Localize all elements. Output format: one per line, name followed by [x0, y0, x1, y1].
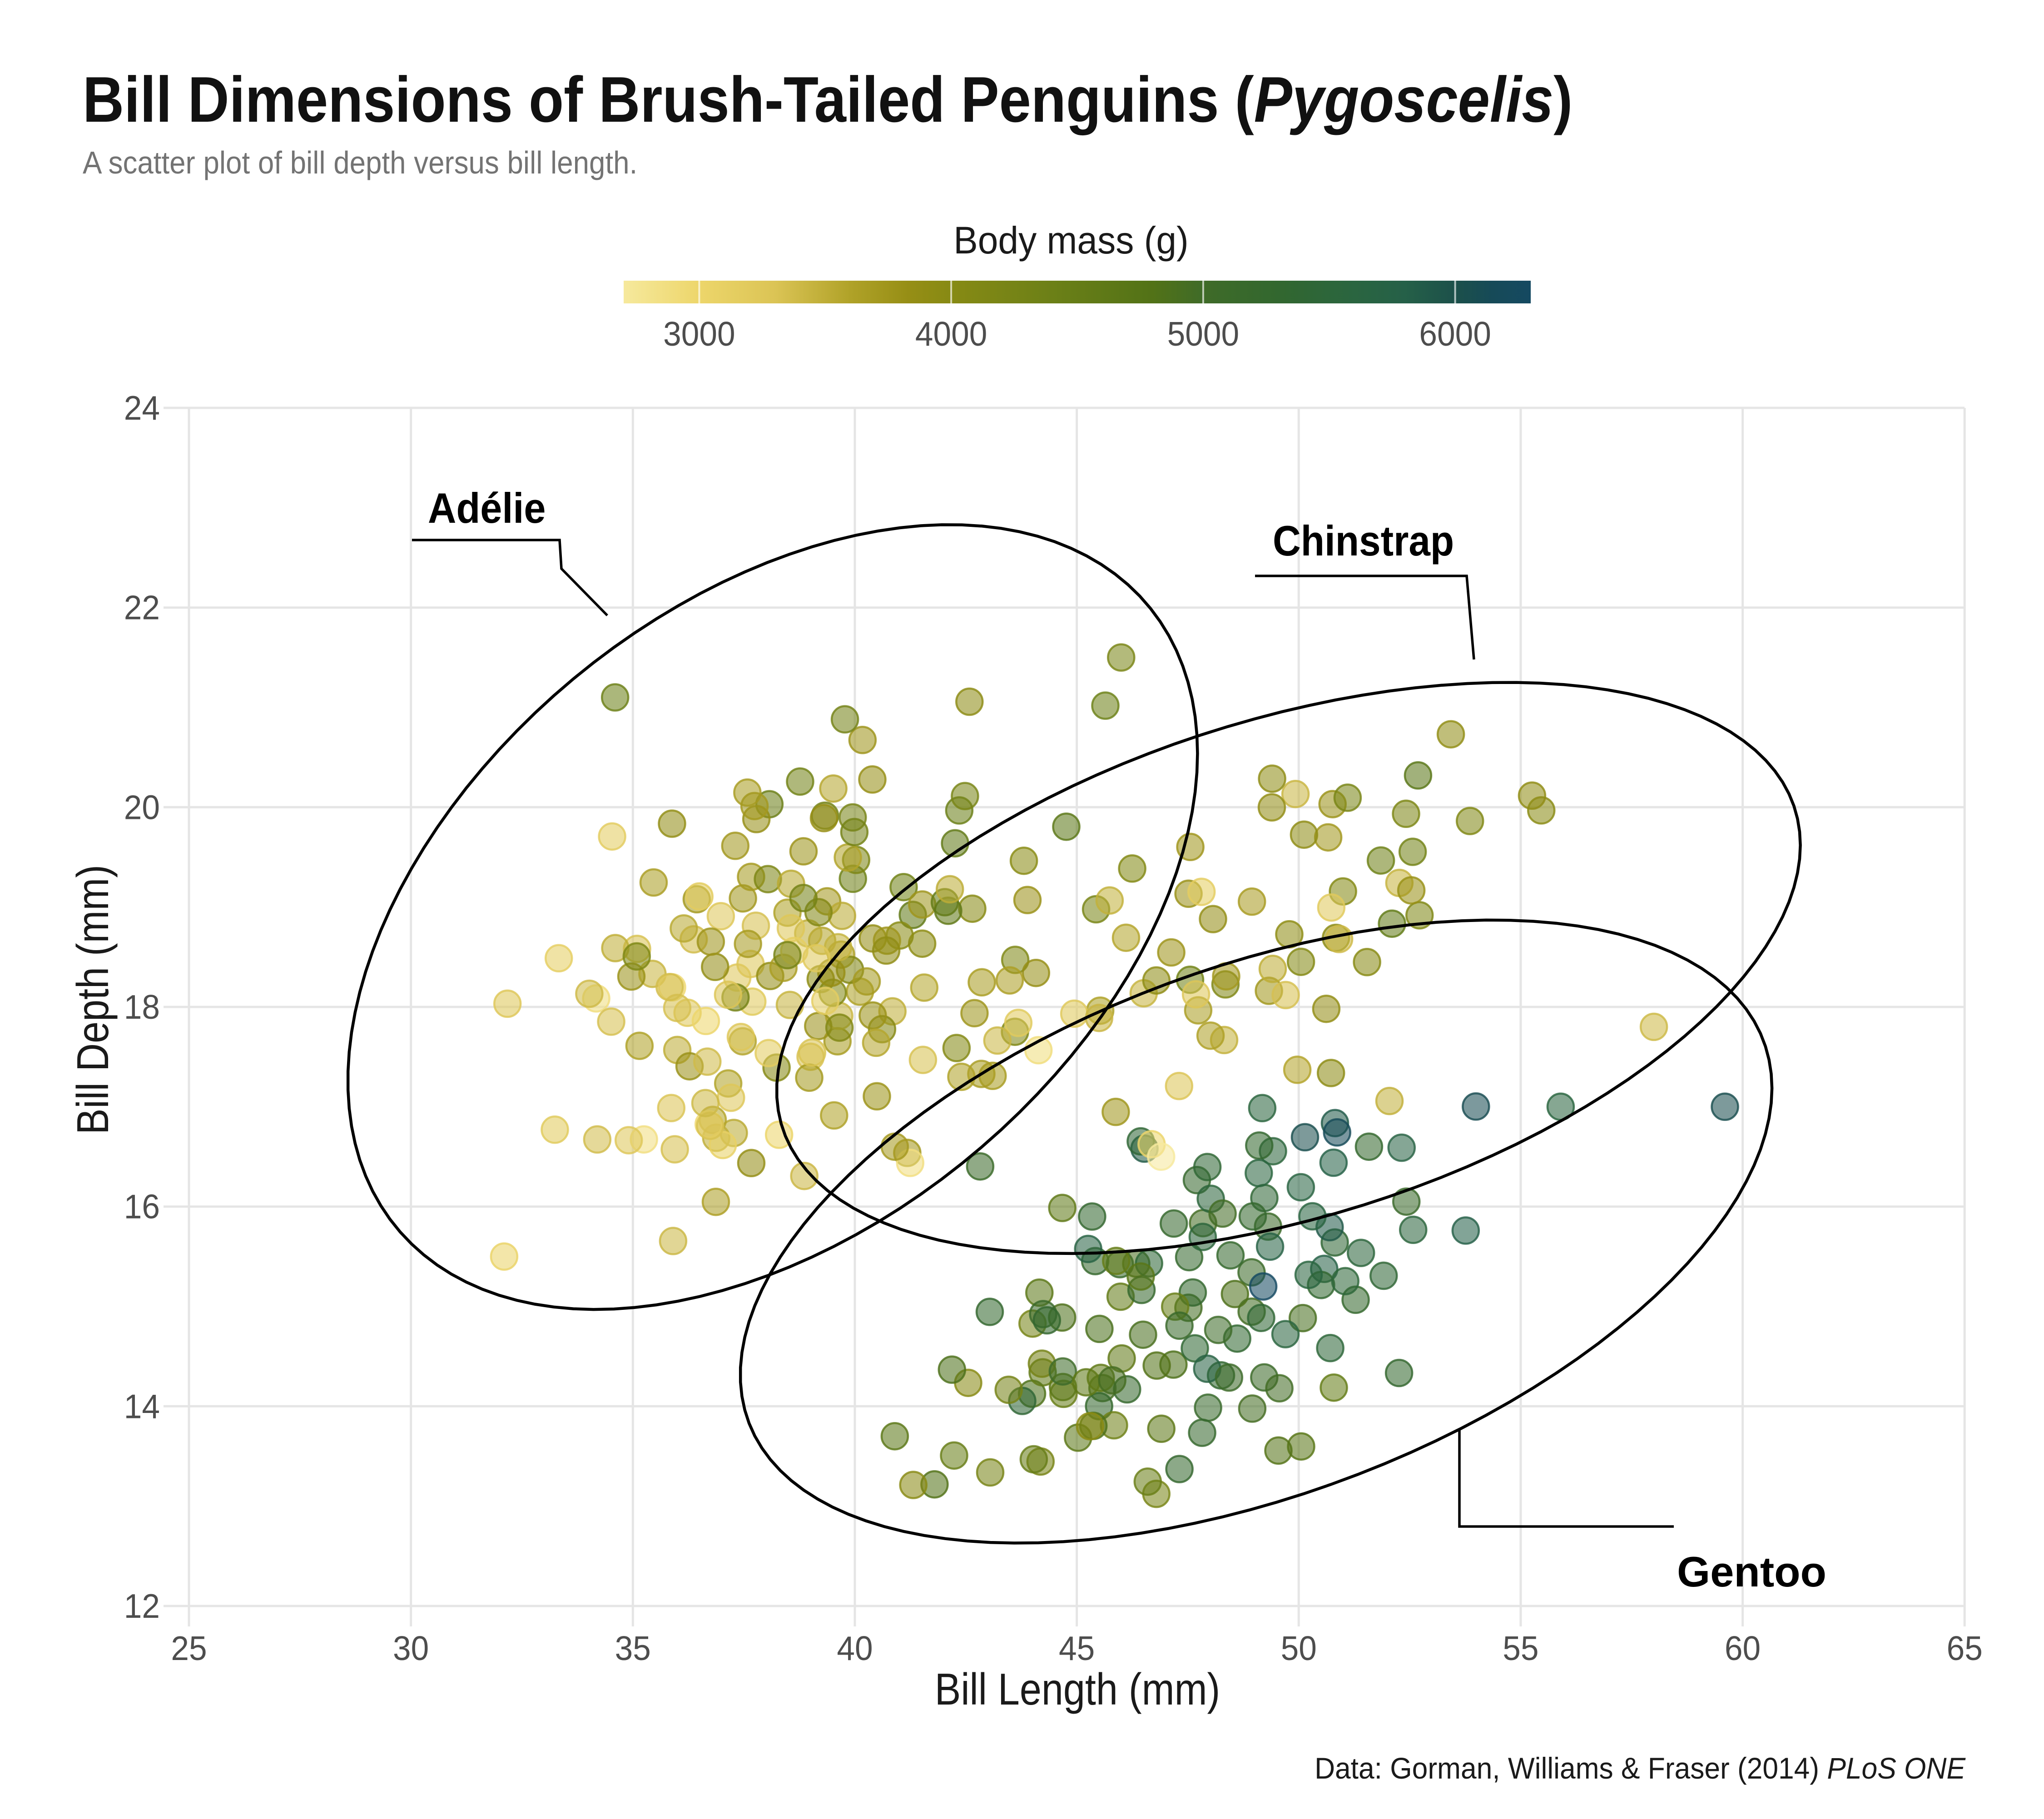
svg-text:6000: 6000 [1419, 315, 1491, 353]
svg-text:Chinstrap: Chinstrap [1273, 517, 1454, 565]
svg-text:50: 50 [1281, 1630, 1317, 1667]
svg-text:20: 20 [124, 789, 160, 827]
svg-text:25: 25 [171, 1630, 207, 1667]
svg-text:Data: Gorman, Williams & Frase: Data: Gorman, Williams & Fraser (2014) P… [1315, 1751, 1966, 1785]
svg-text:60: 60 [1725, 1630, 1761, 1667]
svg-text:4000: 4000 [915, 315, 987, 353]
svg-text:40: 40 [837, 1630, 873, 1667]
svg-text:A scatter plot of bill depth v: A scatter plot of bill depth versus bill… [83, 145, 637, 180]
svg-text:Bill Dimensions of Brush-Taile: Bill Dimensions of Brush-Tailed Penguins… [83, 64, 1573, 136]
svg-text:55: 55 [1503, 1630, 1538, 1667]
svg-text:18: 18 [124, 988, 160, 1026]
svg-text:30: 30 [393, 1630, 429, 1667]
svg-text:Body mass (g): Body mass (g) [953, 219, 1189, 262]
svg-text:14: 14 [124, 1388, 160, 1426]
svg-text:Adélie: Adélie [428, 485, 546, 532]
svg-text:12: 12 [124, 1587, 160, 1625]
svg-text:35: 35 [615, 1630, 651, 1667]
svg-text:45: 45 [1059, 1630, 1095, 1667]
svg-text:22: 22 [124, 589, 160, 627]
svg-text:65: 65 [1947, 1630, 1983, 1667]
svg-text:3000: 3000 [663, 315, 735, 353]
svg-text:16: 16 [124, 1188, 160, 1226]
svg-text:24: 24 [124, 389, 160, 427]
svg-text:Gentoo: Gentoo [1677, 1548, 1826, 1596]
svg-text:Bill Length (mm): Bill Length (mm) [935, 1664, 1220, 1714]
svg-text:Bill Depth (mm): Bill Depth (mm) [68, 865, 118, 1135]
svg-text:5000: 5000 [1167, 315, 1239, 353]
